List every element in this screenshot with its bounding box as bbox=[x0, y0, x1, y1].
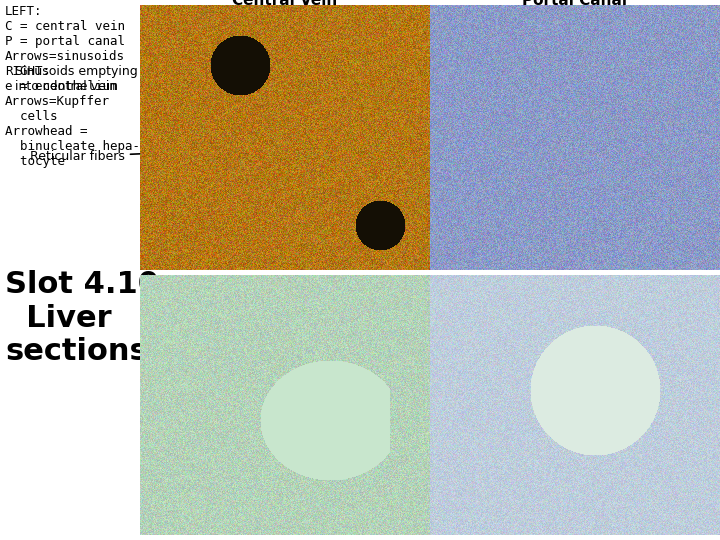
Text: Reticular fibers: Reticular fibers bbox=[30, 148, 225, 163]
Text: Bile duct: Bile duct bbox=[470, 202, 519, 218]
Text: Central Vein: Central Vein bbox=[233, 0, 338, 8]
Text: v: v bbox=[631, 162, 639, 172]
Text: LEFT:
C = central vein
P = portal canal
Arrows=sinusoids
RIGHT:
e = endothelium
: LEFT: C = central vein P = portal canal … bbox=[5, 5, 140, 168]
Text: = lymph vessel: = lymph vessel bbox=[545, 62, 631, 72]
Text: Slot 4.10:
  Liver
sections: Slot 4.10: Liver sections bbox=[5, 270, 171, 366]
Text: Sinusoids emptying
into central vein: Sinusoids emptying into central vein bbox=[15, 65, 200, 110]
Text: Hepatic artery: Hepatic artery bbox=[500, 251, 580, 262]
Text: Portal Canal: Portal Canal bbox=[523, 0, 628, 8]
Text: Portal Vein: Portal Vein bbox=[611, 142, 670, 152]
